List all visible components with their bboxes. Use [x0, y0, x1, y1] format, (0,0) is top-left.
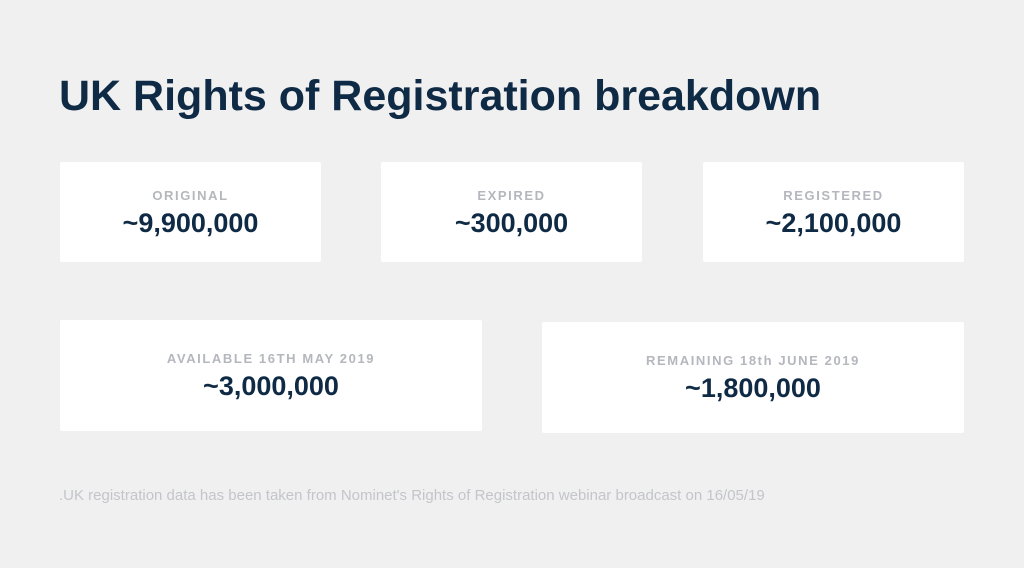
stat-value: ~1,800,000 — [685, 373, 821, 403]
stat-value: ~9,900,000 — [122, 208, 259, 238]
stat-card-available: AVAILABLE 16TH MAY 2019 ~3,000,000 — [60, 320, 482, 431]
stat-card-expired: EXPIRED ~300,000 — [381, 162, 642, 262]
stat-label: REMAINING 18th JUNE 2019 — [646, 353, 860, 368]
stat-label: ORIGINAL — [152, 188, 229, 203]
stat-label: AVAILABLE 16TH MAY 2019 — [166, 351, 376, 366]
stat-label: EXPIRED — [477, 188, 546, 203]
source-footnote: .UK registration data has been taken fro… — [59, 487, 765, 504]
stat-card-remaining: REMAINING 18th JUNE 2019 ~1,800,000 — [542, 322, 964, 433]
page-title: UK Rights of Registration breakdown — [59, 72, 822, 120]
stat-value: ~2,100,000 — [765, 208, 902, 238]
stat-label: REGISTERED — [783, 188, 884, 203]
stat-card-registered: REGISTERED ~2,100,000 — [703, 162, 964, 262]
stat-card-original: ORIGINAL ~9,900,000 — [60, 162, 321, 262]
stat-value: ~3,000,000 — [203, 371, 339, 401]
stat-value: ~300,000 — [454, 208, 569, 238]
